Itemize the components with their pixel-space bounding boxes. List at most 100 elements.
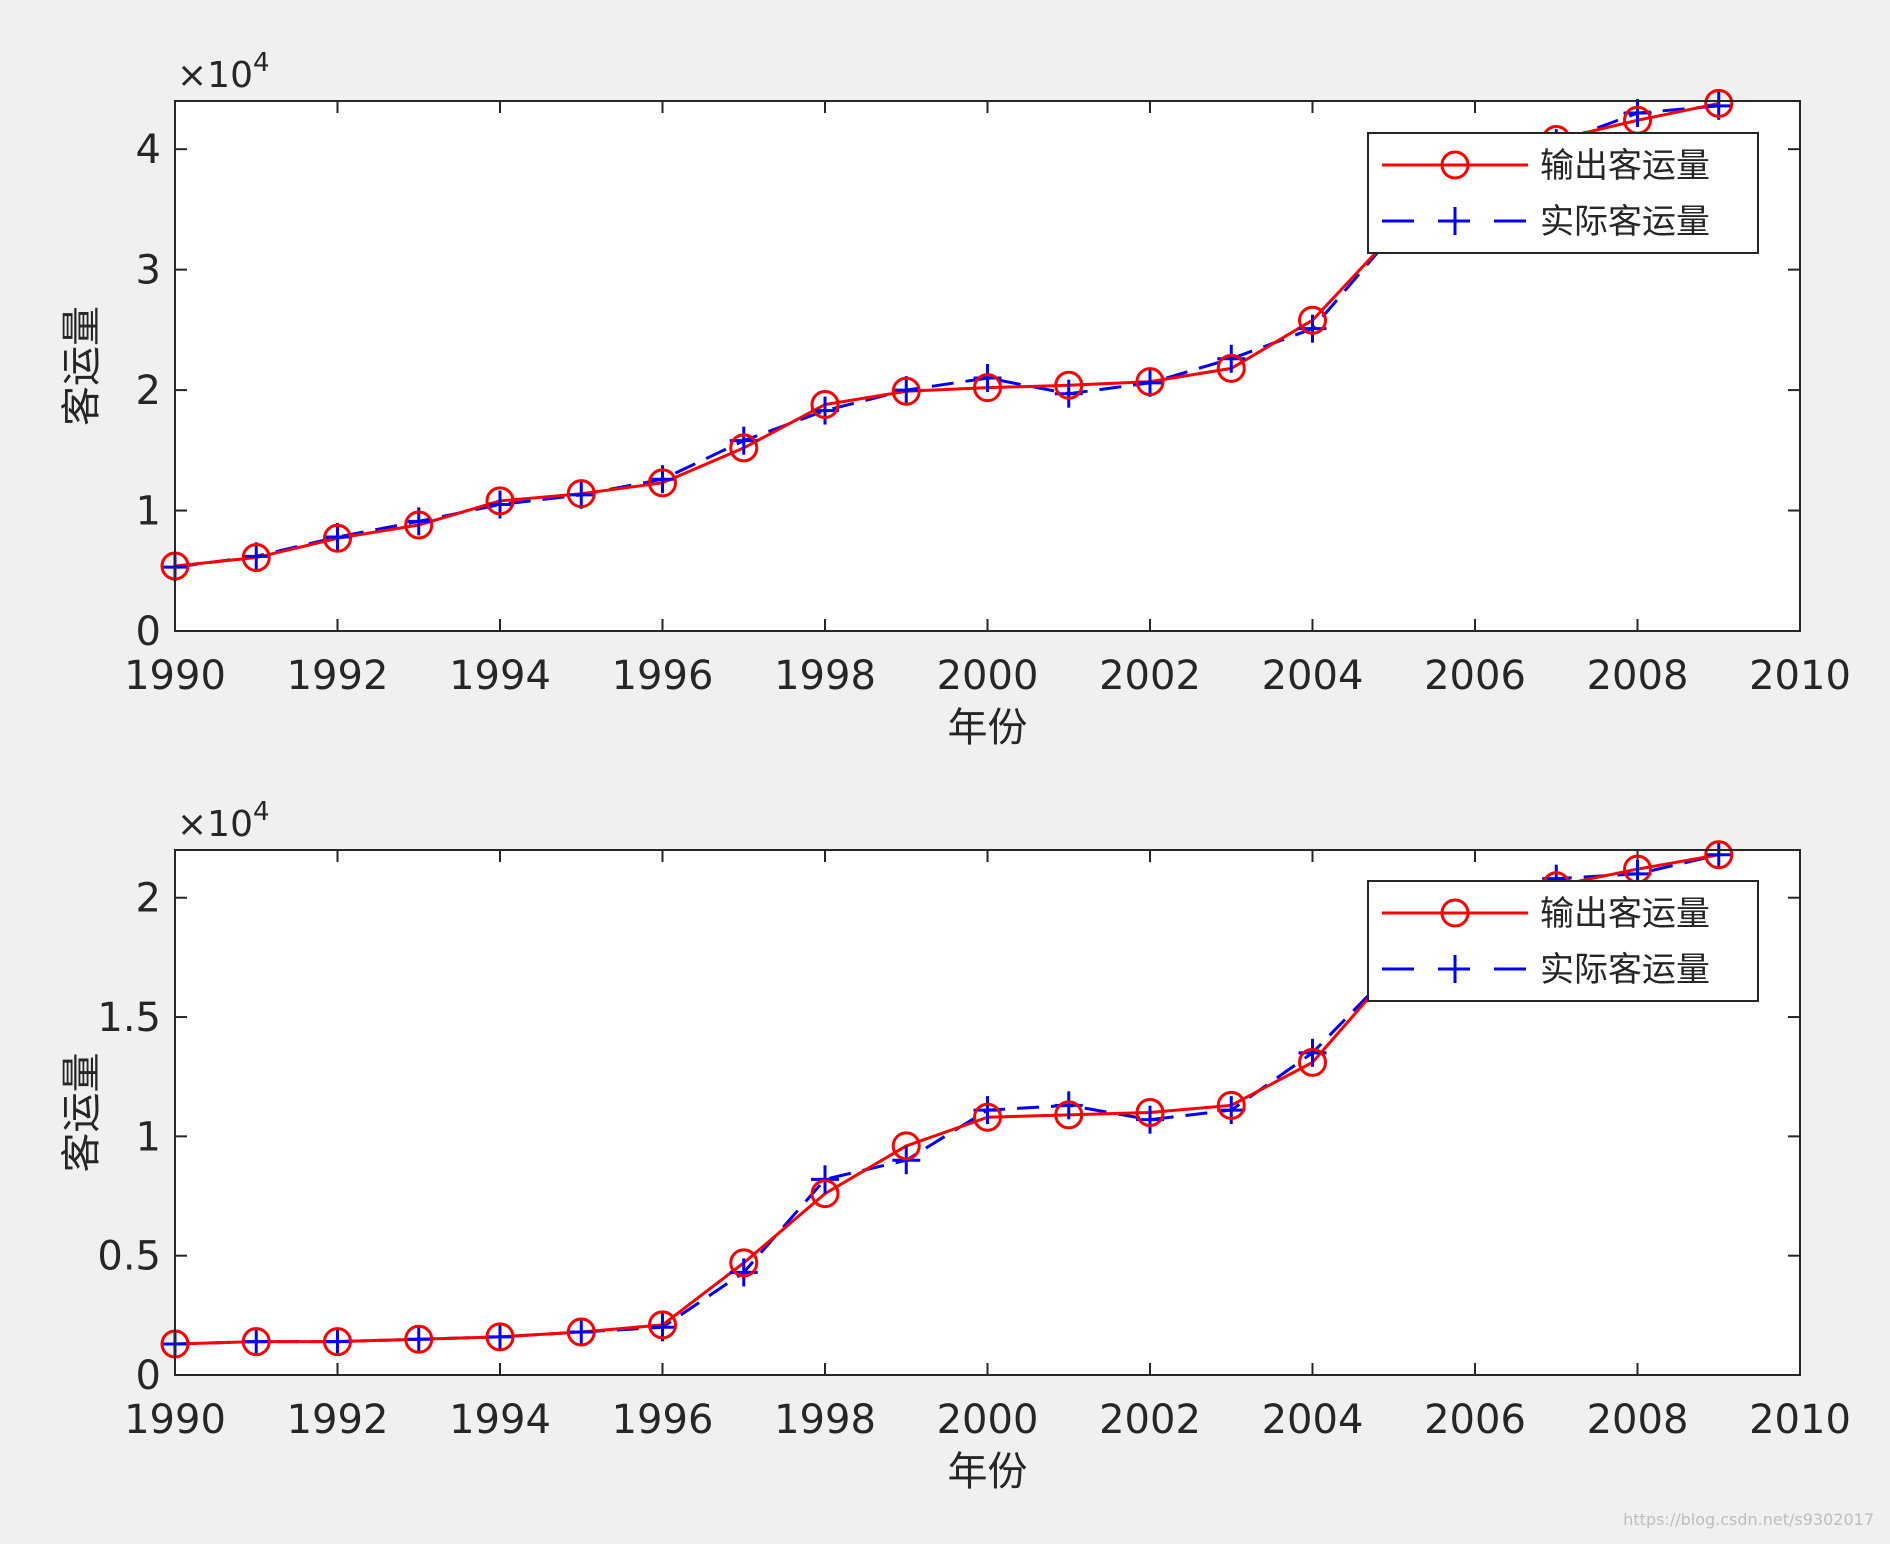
data-point: [891, 376, 921, 406]
exponent-label: ×104: [177, 48, 270, 96]
x-tick-label: 2004: [1262, 653, 1364, 699]
y-tick-label: 3: [136, 248, 161, 294]
data-point: [1298, 305, 1327, 335]
legend-marker-2: [1441, 955, 1469, 983]
x-tick-label: 2010: [1749, 1397, 1851, 1443]
data-point: [1054, 1100, 1084, 1130]
x-tick-label: 2006: [1424, 1397, 1526, 1443]
data-point: [892, 376, 921, 405]
data-point: [242, 1327, 271, 1356]
subplot-1: 1990 1992 1994 1996 1998 2000 2002 2004 2006 2008…: [59, 48, 1851, 751]
watermark: https://blog.csdn.net/s9302017: [1623, 1510, 1874, 1529]
exponent-label: ×104: [177, 797, 270, 845]
data-point: [1216, 353, 1246, 383]
data-point: [404, 510, 434, 540]
x-tick-label: 1994: [449, 1397, 551, 1443]
data-point: [1136, 368, 1164, 397]
data-point: [1054, 370, 1084, 400]
data-point: [1704, 840, 1734, 870]
data-point: [241, 1327, 271, 1357]
y-tick-label: 1: [136, 1114, 161, 1160]
data-point: [486, 1322, 514, 1351]
data-point: [648, 1310, 677, 1340]
data-point: [1216, 1090, 1246, 1120]
x-tick-label: 1998: [774, 1397, 876, 1443]
x-tick-label: 2000: [937, 653, 1039, 699]
data-point: [566, 479, 596, 509]
data-point: [485, 1322, 515, 1352]
data-point: [1298, 1047, 1327, 1077]
y-tick-label: 4: [136, 127, 161, 173]
x-tick-label: 1994: [449, 653, 551, 699]
legend-label-2: 实际客运量: [1540, 950, 1710, 990]
x-tick-label: 2002: [1099, 653, 1201, 699]
data-point: [811, 396, 839, 425]
legend-box: [1367, 132, 1759, 254]
y-tick-label: 2: [136, 876, 161, 922]
data-point: [241, 543, 271, 573]
x-tick-label: 2008: [1587, 653, 1689, 699]
y-tick-label: 1.5: [97, 995, 161, 1041]
data-point: [1704, 840, 1733, 869]
x-axis-label: 年份: [948, 705, 1028, 751]
legend-label-1: 输出客运量: [1540, 146, 1710, 186]
data-point: [485, 486, 515, 516]
legend-label-1: 输出客运量: [1540, 894, 1710, 934]
data-point: [648, 468, 677, 498]
y-axis-label: 客运量: [59, 306, 105, 426]
data-point: [567, 480, 596, 509]
x-tick-label: 1996: [612, 653, 714, 699]
data-point: [810, 390, 840, 420]
x-tick-label: 2004: [1262, 1397, 1364, 1443]
data-point: [1704, 88, 1734, 118]
data-point: [404, 1325, 433, 1354]
legend-box: [1367, 880, 1759, 1002]
x-tick-label: 1992: [287, 1397, 389, 1443]
y-axis-label: 客运量: [59, 1053, 105, 1173]
data-point: [973, 1102, 1002, 1132]
y-tick-label: 0.5: [97, 1234, 161, 1280]
legend-marker-1: [1440, 150, 1470, 180]
x-tick-label: 1990: [124, 653, 226, 699]
axes-box: [174, 100, 1801, 632]
subplot-2: 1990 1992 1994 1996 1998 2000 2002 2004 2006 2008…: [59, 797, 1851, 1495]
x-tick-label: 2006: [1424, 653, 1526, 699]
legend-label-2: 实际客运量: [1540, 202, 1710, 242]
x-tick-label: 2000: [937, 1397, 1039, 1443]
data-point: [323, 523, 352, 552]
data-point: [242, 542, 271, 571]
data-point: [404, 1324, 434, 1354]
data-point: [973, 373, 1002, 403]
data-point: [1135, 367, 1165, 397]
x-tick-label: 2010: [1749, 653, 1851, 699]
legend-marker-1: [1440, 898, 1470, 928]
data-point: [810, 1179, 840, 1209]
data-point: [1135, 1098, 1165, 1127]
y-tick-label: 2: [136, 368, 161, 414]
data-point: [729, 433, 759, 463]
data-point: [891, 1131, 921, 1161]
exponent-power: 4: [253, 797, 270, 827]
data-point: [323, 1327, 352, 1356]
x-tick-label: 2002: [1099, 1397, 1201, 1443]
data-point: [567, 1318, 596, 1347]
x-tick-label: 1992: [287, 653, 389, 699]
data-point: [323, 523, 352, 553]
exponent-power: 4: [253, 48, 270, 78]
y-tick-label: 0: [136, 609, 161, 655]
x-tick-label: 1998: [774, 653, 876, 699]
x-axis-label: 年份: [948, 1449, 1028, 1495]
x-tick-label: 2008: [1587, 1397, 1689, 1443]
axes-box: [174, 849, 1801, 1376]
data-point: [323, 1327, 352, 1357]
x-tick-label: 1996: [612, 1397, 714, 1443]
data-point: [566, 1317, 596, 1347]
legend-marker-2: [1441, 207, 1469, 235]
x-tick-label: 1990: [124, 1397, 226, 1443]
y-tick-label: 0: [136, 1353, 161, 1399]
data-point: [729, 1248, 759, 1278]
